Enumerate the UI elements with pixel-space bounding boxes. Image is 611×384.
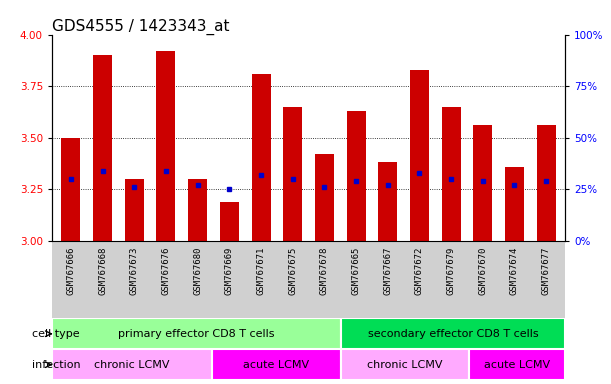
Text: primary effector CD8 T cells: primary effector CD8 T cells: [118, 329, 274, 339]
Text: GSM767670: GSM767670: [478, 247, 488, 295]
Bar: [341, 318, 565, 349]
Bar: [315, 154, 334, 241]
Text: infection: infection: [32, 360, 81, 370]
Text: GSM767669: GSM767669: [225, 247, 234, 295]
Text: acute LCMV: acute LCMV: [243, 360, 310, 370]
Text: chronic LCMV: chronic LCMV: [94, 360, 170, 370]
Text: GSM767678: GSM767678: [320, 247, 329, 295]
Text: GSM767665: GSM767665: [351, 247, 360, 295]
Text: acute LCMV: acute LCMV: [484, 360, 550, 370]
Bar: [62, 138, 81, 241]
Bar: [52, 349, 213, 380]
Bar: [125, 179, 144, 241]
Bar: [188, 179, 207, 241]
Bar: [442, 107, 461, 241]
Bar: [284, 107, 302, 241]
Text: GSM767676: GSM767676: [161, 247, 170, 295]
Bar: [346, 111, 365, 241]
Bar: [536, 125, 555, 241]
Text: GSM767673: GSM767673: [130, 247, 139, 295]
Text: GSM767671: GSM767671: [257, 247, 266, 295]
Bar: [52, 318, 341, 349]
Text: GSM767667: GSM767667: [383, 247, 392, 295]
Bar: [469, 349, 565, 380]
Text: GDS4555 / 1423343_at: GDS4555 / 1423343_at: [52, 18, 230, 35]
Bar: [505, 167, 524, 241]
Bar: [410, 70, 429, 241]
Text: secondary effector CD8 T cells: secondary effector CD8 T cells: [368, 329, 538, 339]
Bar: [252, 74, 271, 241]
Bar: [213, 349, 341, 380]
Bar: [341, 349, 469, 380]
Bar: [378, 162, 397, 241]
Text: GSM767666: GSM767666: [67, 247, 75, 295]
Text: GSM767679: GSM767679: [447, 247, 456, 295]
Text: GSM767680: GSM767680: [193, 247, 202, 295]
Bar: [474, 125, 492, 241]
Text: GSM767677: GSM767677: [542, 247, 551, 295]
Bar: [220, 202, 239, 241]
Bar: [156, 51, 175, 241]
Bar: [93, 55, 112, 241]
Text: cell type: cell type: [32, 329, 79, 339]
Text: GSM767668: GSM767668: [98, 247, 107, 295]
Text: GSM767672: GSM767672: [415, 247, 424, 295]
Text: chronic LCMV: chronic LCMV: [367, 360, 442, 370]
Text: GSM767674: GSM767674: [510, 247, 519, 295]
Text: GSM767675: GSM767675: [288, 247, 297, 295]
